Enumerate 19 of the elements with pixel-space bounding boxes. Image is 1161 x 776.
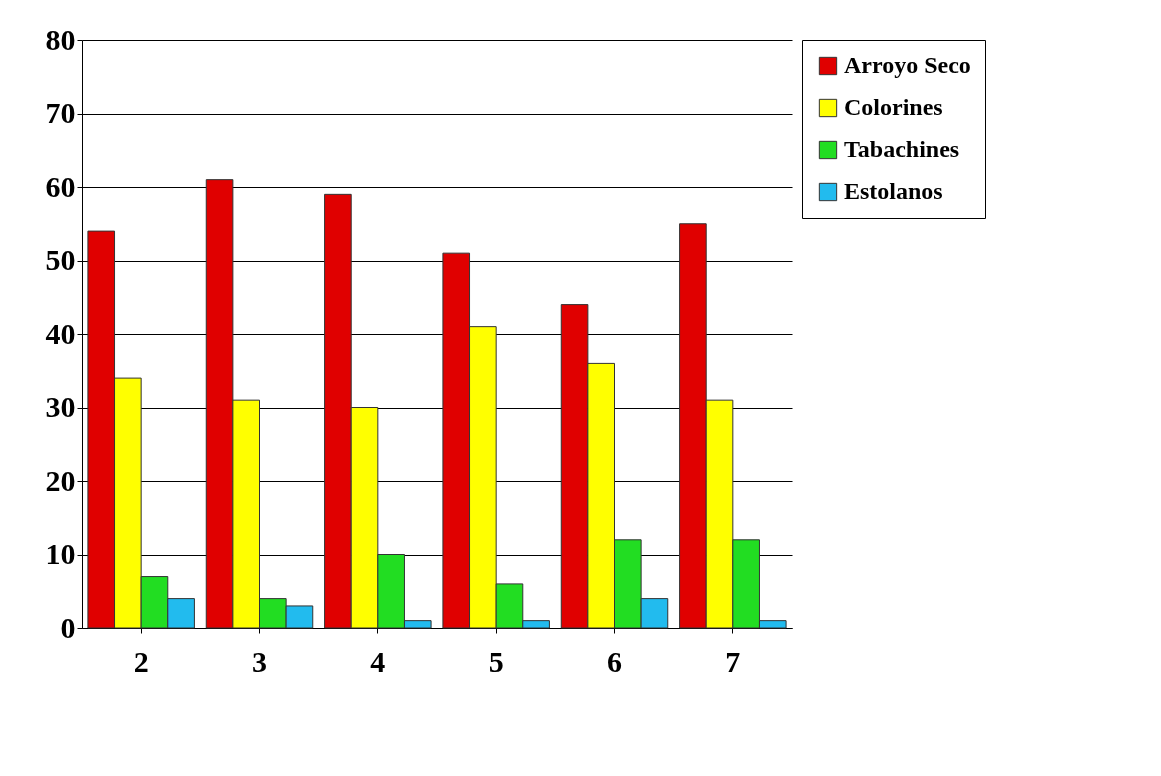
legend-label: Arroyo Seco [844,52,971,78]
x-tick-label: 4 [370,644,386,678]
legend-label: Tabachines [844,136,960,162]
x-tick-label: 5 [488,644,504,678]
y-tick-label: 80 [45,22,76,56]
y-tick-label: 50 [45,243,76,276]
x-tick-label: 7 [725,644,741,678]
y-tick-label: 70 [45,96,76,129]
y-tick-label: 0 [60,610,76,644]
legend-label: Colorines [844,94,943,120]
y-tick-label: 10 [45,537,76,570]
y-tick-label: 40 [45,316,76,350]
x-tick-label: 3 [252,644,267,678]
x-tick-label: 6 [607,644,622,678]
x-tick-label: 2 [133,644,149,678]
legend-label: Estolanos [844,178,943,204]
y-tick-label: 30 [45,390,76,423]
y-tick-label: 20 [45,463,76,497]
y-tick-label: 60 [45,169,76,203]
